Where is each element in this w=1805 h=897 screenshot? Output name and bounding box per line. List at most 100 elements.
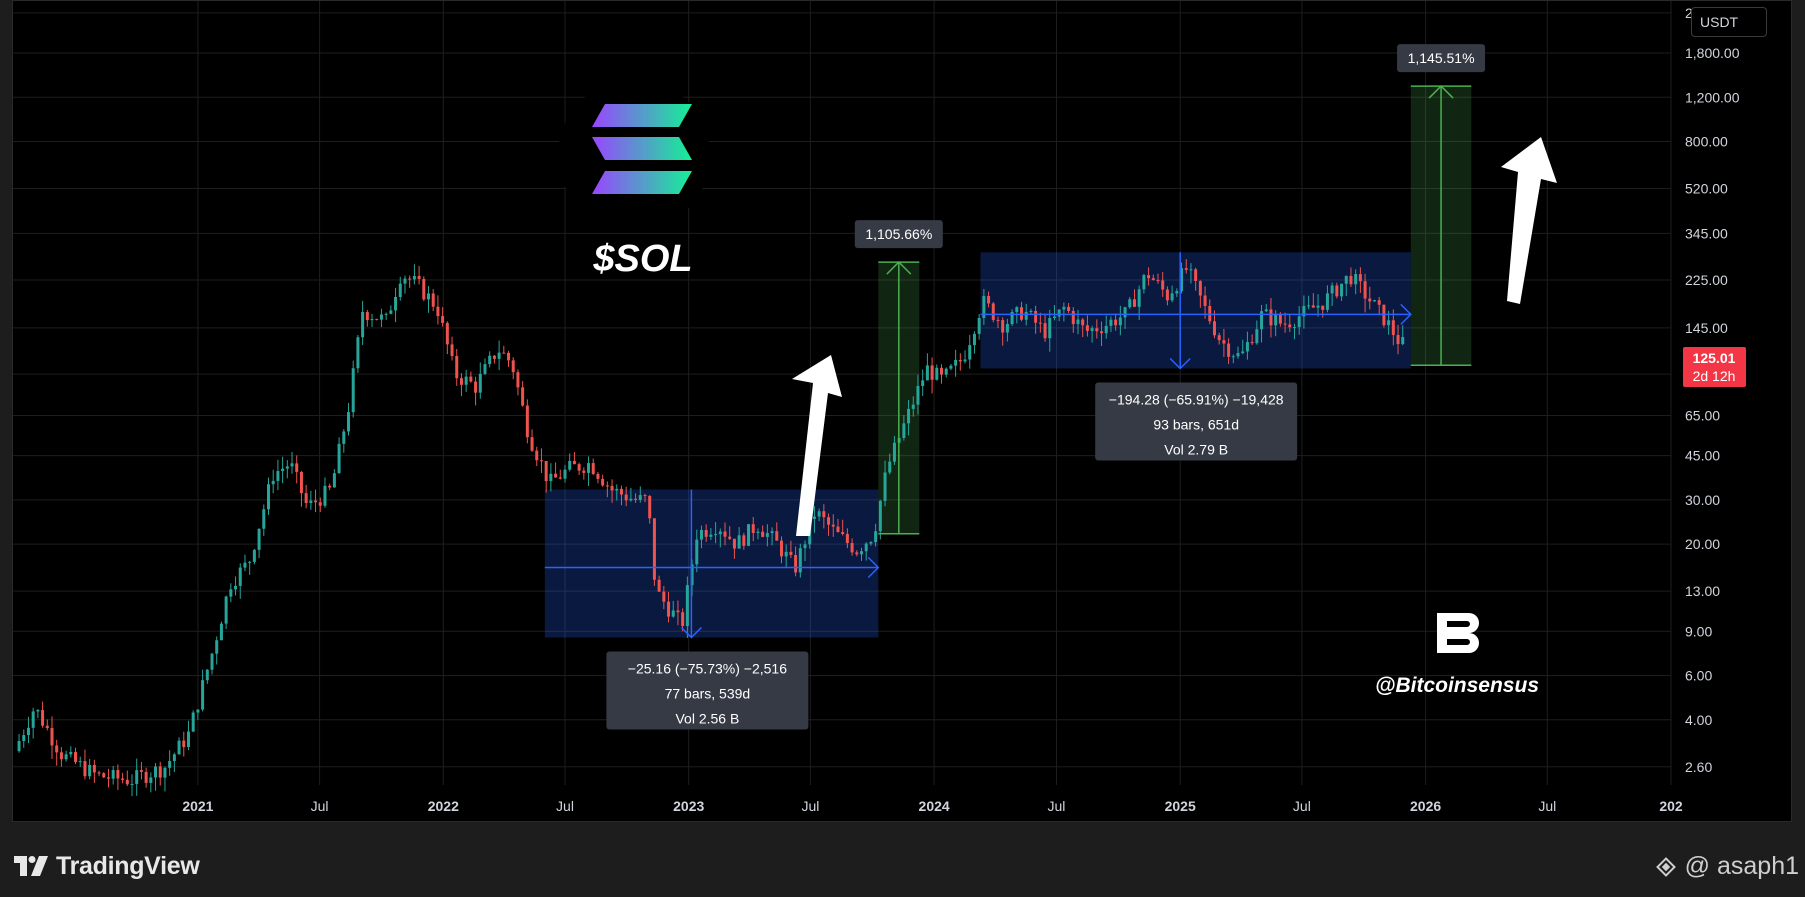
- candle-body: [1198, 280, 1202, 296]
- candle-body: [634, 498, 638, 500]
- currency-button[interactable]: USDT: [1691, 7, 1767, 37]
- candle-body: [1024, 311, 1028, 320]
- candle-body: [662, 591, 666, 602]
- y-tick-label: 1,800.00: [1685, 45, 1740, 61]
- candle-body: [78, 761, 82, 763]
- candle-body: [1071, 310, 1075, 325]
- candle-body: [375, 319, 379, 321]
- candle-body: [544, 461, 548, 482]
- candle-body: [266, 484, 270, 510]
- candle-body: [977, 317, 981, 334]
- x-tick-label: 2026: [1410, 798, 1441, 814]
- candle-body: [601, 478, 605, 486]
- price-axis[interactable]: 2.60 4.00 6.00 9.00 13.00 20.00 30.00 45.00 65.0…: [1685, 5, 1740, 775]
- candle-body: [17, 740, 21, 752]
- candle-body: [1212, 321, 1216, 336]
- candle-body: [1161, 280, 1165, 290]
- x-tick-label: Jul: [556, 798, 574, 814]
- arrow-right-icon: [1400, 303, 1412, 325]
- candle-body: [511, 360, 515, 373]
- candle-body: [45, 725, 49, 729]
- candle-body: [403, 278, 407, 284]
- candle-body: [827, 517, 831, 525]
- candle-body: [1052, 316, 1056, 318]
- candle-body: [431, 293, 435, 307]
- candle-body: [925, 365, 929, 381]
- candle-body: [582, 470, 586, 473]
- candle-body: [1283, 323, 1287, 325]
- candle-body: [1297, 316, 1301, 328]
- candle-body: [850, 543, 854, 553]
- candle-body: [902, 423, 906, 439]
- candle-body: [619, 488, 623, 495]
- candle-body: [26, 727, 30, 736]
- current-price-badge: 125.01 2d 12h: [1683, 347, 1746, 387]
- candle-body: [483, 364, 487, 374]
- candle-body: [342, 431, 346, 444]
- candle-body: [709, 534, 713, 537]
- stats-line: Vol 2.79 B: [1164, 441, 1228, 457]
- candle-body: [728, 536, 732, 539]
- candle-body: [911, 404, 915, 409]
- stats-line: −194.28 (−65.91%) −19,428: [1109, 391, 1284, 407]
- candle-body: [450, 344, 454, 357]
- candle-body: [1100, 331, 1104, 334]
- candle-body: [1118, 317, 1122, 326]
- y-tick-label: 6.00: [1685, 668, 1712, 684]
- candle-body: [1292, 327, 1296, 329]
- candle-body: [1109, 319, 1113, 326]
- candle-body: [238, 567, 242, 586]
- candle-body: [1236, 353, 1240, 357]
- candle-body: [667, 601, 671, 617]
- range-2023-stats: −25.16 (−75.73%) −2,516 77 bars, 539d Vol …: [606, 651, 809, 730]
- candle-body: [1241, 351, 1245, 354]
- x-tick-label: Jul: [801, 798, 819, 814]
- chart-area[interactable]: −25.16 (−75.73%) −2,516 77 bars, 539d Vol …: [12, 0, 1792, 822]
- gain-label-text: 1,105.66%: [865, 226, 932, 242]
- y-tick-label: 800.00: [1685, 134, 1728, 150]
- candle-body: [714, 534, 718, 536]
- candle-body: [784, 551, 788, 557]
- user-watermark: @ asaph1: [1653, 852, 1799, 881]
- y-tick-label: 65.00: [1685, 407, 1720, 423]
- candle-body: [972, 333, 976, 346]
- candle-body: [1217, 335, 1221, 341]
- candle-body: [299, 471, 303, 494]
- y-tick-label: 145.00: [1685, 320, 1728, 336]
- candle-body: [50, 728, 54, 746]
- candlestick-chart[interactable]: −25.16 (−75.73%) −2,516 77 bars, 539d Vol …: [13, 1, 1793, 823]
- candle-body: [756, 531, 760, 533]
- candle-body: [92, 764, 96, 773]
- candle-body: [841, 532, 845, 534]
- tradingview-logo[interactable]: TradingView: [14, 846, 200, 886]
- candle-body: [935, 367, 939, 380]
- candle-body: [1005, 324, 1009, 333]
- candle-body: [638, 495, 642, 500]
- candle-body: [163, 767, 167, 778]
- candle-body: [1274, 315, 1278, 326]
- candle-body: [290, 463, 294, 467]
- time-axis[interactable]: 2021 Jul 2022 Jul 2023 Jul 2024 Jul 2025 Jul 2026 J…: [182, 798, 1683, 814]
- candle-body: [459, 378, 463, 385]
- candle-body: [1067, 306, 1071, 311]
- candle-body: [248, 561, 252, 563]
- candle-body: [398, 283, 402, 297]
- y-tick-label: 30.00: [1685, 492, 1720, 508]
- candle-body: [859, 551, 863, 555]
- candle-body: [1222, 340, 1226, 344]
- stats-line: −25.16 (−75.73%) −2,516: [628, 660, 787, 676]
- candle-body: [1038, 322, 1042, 324]
- candle-body: [888, 461, 892, 473]
- candle-body: [685, 585, 689, 627]
- candle-body: [22, 735, 26, 741]
- candle-body: [554, 473, 558, 478]
- candle-body: [1104, 325, 1108, 334]
- candle-body: [535, 450, 539, 461]
- candle-body: [1043, 323, 1047, 339]
- candle-body: [1227, 343, 1231, 357]
- stats-box-bg: [606, 651, 809, 730]
- solana-logo-icon: [558, 79, 710, 231]
- candle-body: [1316, 305, 1320, 308]
- candle-body: [572, 460, 576, 465]
- range-2025-stats: −194.28 (−65.91%) −19,428 93 bars, 651d Vo…: [1095, 382, 1298, 461]
